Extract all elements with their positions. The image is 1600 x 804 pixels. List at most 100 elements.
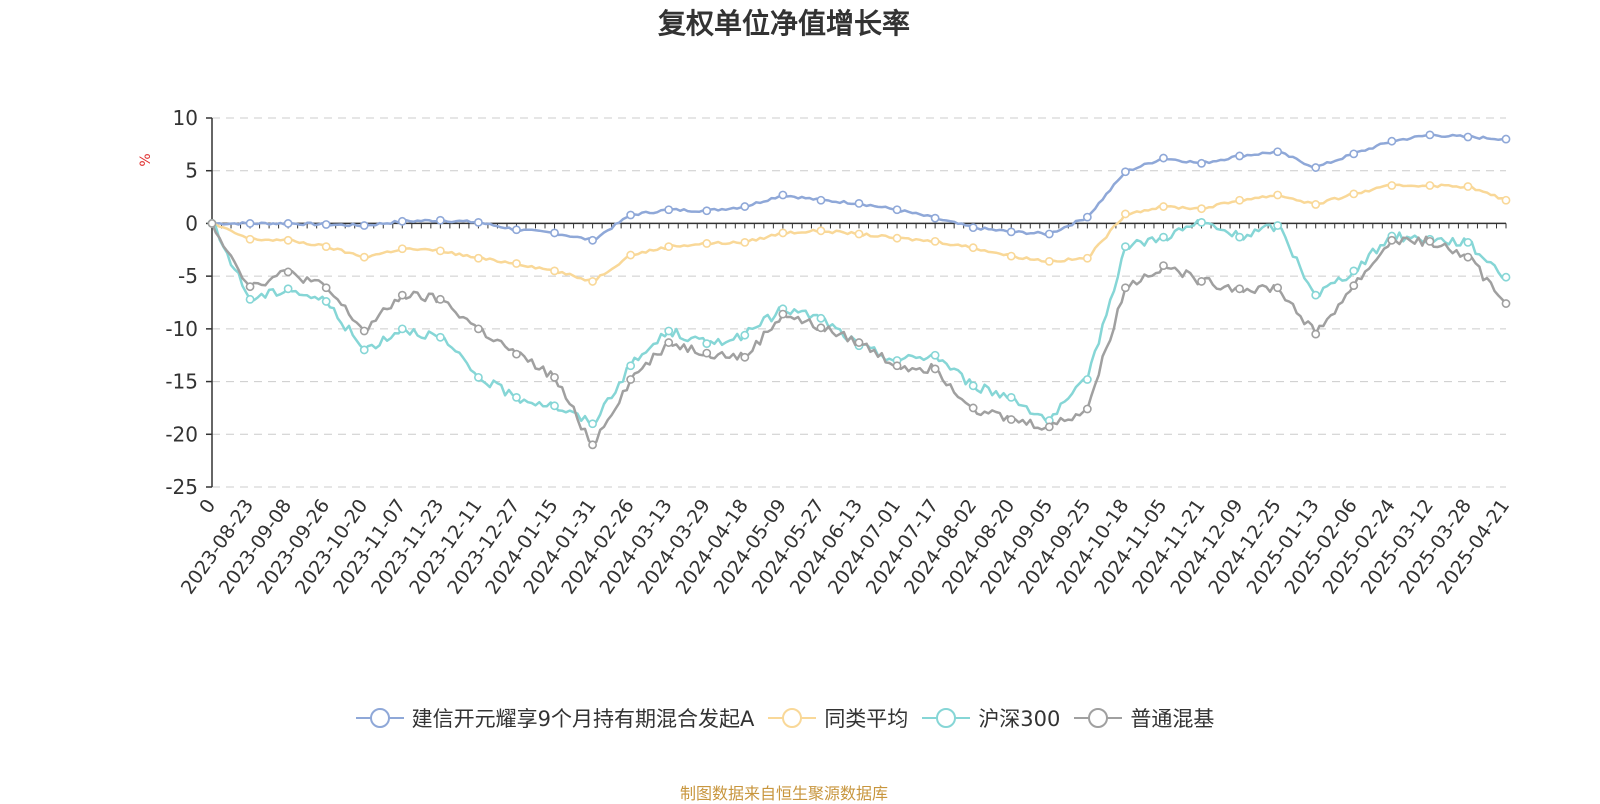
data-point [854, 229, 864, 239]
legend-swatch-circle [1088, 708, 1109, 728]
data-point [1121, 283, 1130, 293]
data-point [588, 235, 597, 245]
data-point [1082, 212, 1092, 222]
data-point [1311, 329, 1321, 339]
data-point [512, 225, 521, 235]
data-point [1425, 181, 1435, 190]
y-tick-label: -5 [178, 264, 198, 288]
data-point [664, 338, 674, 347]
data-point [702, 339, 712, 349]
data-point [1425, 130, 1435, 140]
grid-lines [212, 117, 1506, 488]
data-point [283, 219, 293, 228]
legend-swatch-circle [782, 708, 803, 728]
data-point [1463, 132, 1473, 142]
data-point [435, 294, 445, 304]
data-point [1501, 299, 1511, 308]
x-tick-label: 0 [195, 495, 220, 518]
data-point [550, 372, 559, 382]
data-point [1159, 153, 1168, 163]
data-point [321, 297, 331, 306]
data-point [626, 210, 636, 220]
legend-label: 同类平均 [824, 707, 909, 731]
data-point [1006, 227, 1016, 237]
data-point [1082, 375, 1092, 384]
data-point [702, 206, 712, 216]
legend-label: 沪深300 [978, 707, 1061, 731]
data-point [397, 244, 407, 254]
data-point [283, 284, 293, 294]
data-point [1235, 284, 1244, 294]
legend-item[interactable]: 建信开元耀享9个月持有期混合发起A [354, 703, 755, 733]
data-point [397, 290, 407, 300]
data-point [1311, 290, 1321, 300]
data-point [1044, 422, 1054, 432]
data-point [321, 283, 331, 293]
data-point [740, 330, 750, 340]
data-point [1197, 217, 1206, 227]
legend-item[interactable]: 同类平均 [766, 703, 908, 733]
data-point [1197, 277, 1206, 286]
data-point [740, 352, 750, 362]
data-point [359, 221, 369, 230]
data-point [1273, 190, 1283, 200]
data-point [892, 233, 902, 243]
data-point [778, 309, 788, 319]
data-point [359, 345, 369, 355]
data-point [512, 392, 521, 402]
data-point [1425, 236, 1435, 246]
legend-item[interactable]: 普通混基 [1072, 703, 1214, 733]
legend-line-circle-icon [355, 708, 404, 728]
y-tick-label: 5 [185, 159, 198, 183]
legend-line-circle-icon [768, 708, 817, 728]
data-point [740, 238, 750, 247]
data-point [892, 205, 902, 215]
y-tick-label: -20 [165, 422, 198, 446]
data-point [664, 205, 674, 215]
data-point [854, 338, 864, 347]
data-point [1006, 251, 1016, 261]
data-point [245, 234, 255, 244]
y-axis-label: % [138, 153, 154, 166]
data-point [1387, 181, 1397, 190]
data-point [1463, 182, 1473, 191]
data-point [1044, 229, 1054, 239]
data-point [474, 217, 483, 227]
data-point [816, 195, 826, 205]
data-point [1349, 189, 1359, 199]
source-note: 制图数据来自恒生聚源数据库 [679, 784, 888, 803]
data-point [1349, 266, 1359, 276]
data-point [1121, 209, 1130, 219]
legend-label: 建信开元耀享9个月持有期混合发起A [411, 707, 755, 731]
data-point [1121, 242, 1130, 252]
data-point [588, 419, 597, 429]
data-point [1349, 281, 1359, 291]
data-point [1044, 256, 1054, 266]
data-point [435, 215, 445, 225]
data-point [816, 323, 826, 333]
data-point [702, 239, 712, 248]
data-point [626, 375, 636, 384]
data-point [550, 266, 559, 276]
data-point [930, 364, 940, 374]
data-point [664, 242, 674, 252]
y-tick-label: -25 [165, 475, 198, 499]
data-point [1197, 204, 1206, 214]
data-point [588, 440, 597, 450]
data-point [1273, 283, 1283, 293]
data-point [397, 216, 407, 226]
data-point [1501, 134, 1511, 144]
data-point [474, 324, 483, 334]
legend: 建信开元耀享9个月持有期混合发起A 同类平均 沪深300 普通混基 [0, 703, 1568, 733]
data-point [1159, 232, 1168, 242]
line-chart: 1050-5-10-15-20-2502023-08-232023-09-082… [138, 106, 1514, 598]
y-tick-label: 0 [185, 211, 198, 235]
data-point [359, 326, 369, 336]
data-point [702, 348, 712, 358]
legend-item[interactable]: 沪深300 [920, 703, 1060, 733]
data-point [1121, 167, 1130, 177]
data-point [1463, 238, 1473, 247]
legend-swatch-circle [369, 708, 390, 728]
data-point [1463, 252, 1473, 262]
data-point [245, 282, 255, 292]
